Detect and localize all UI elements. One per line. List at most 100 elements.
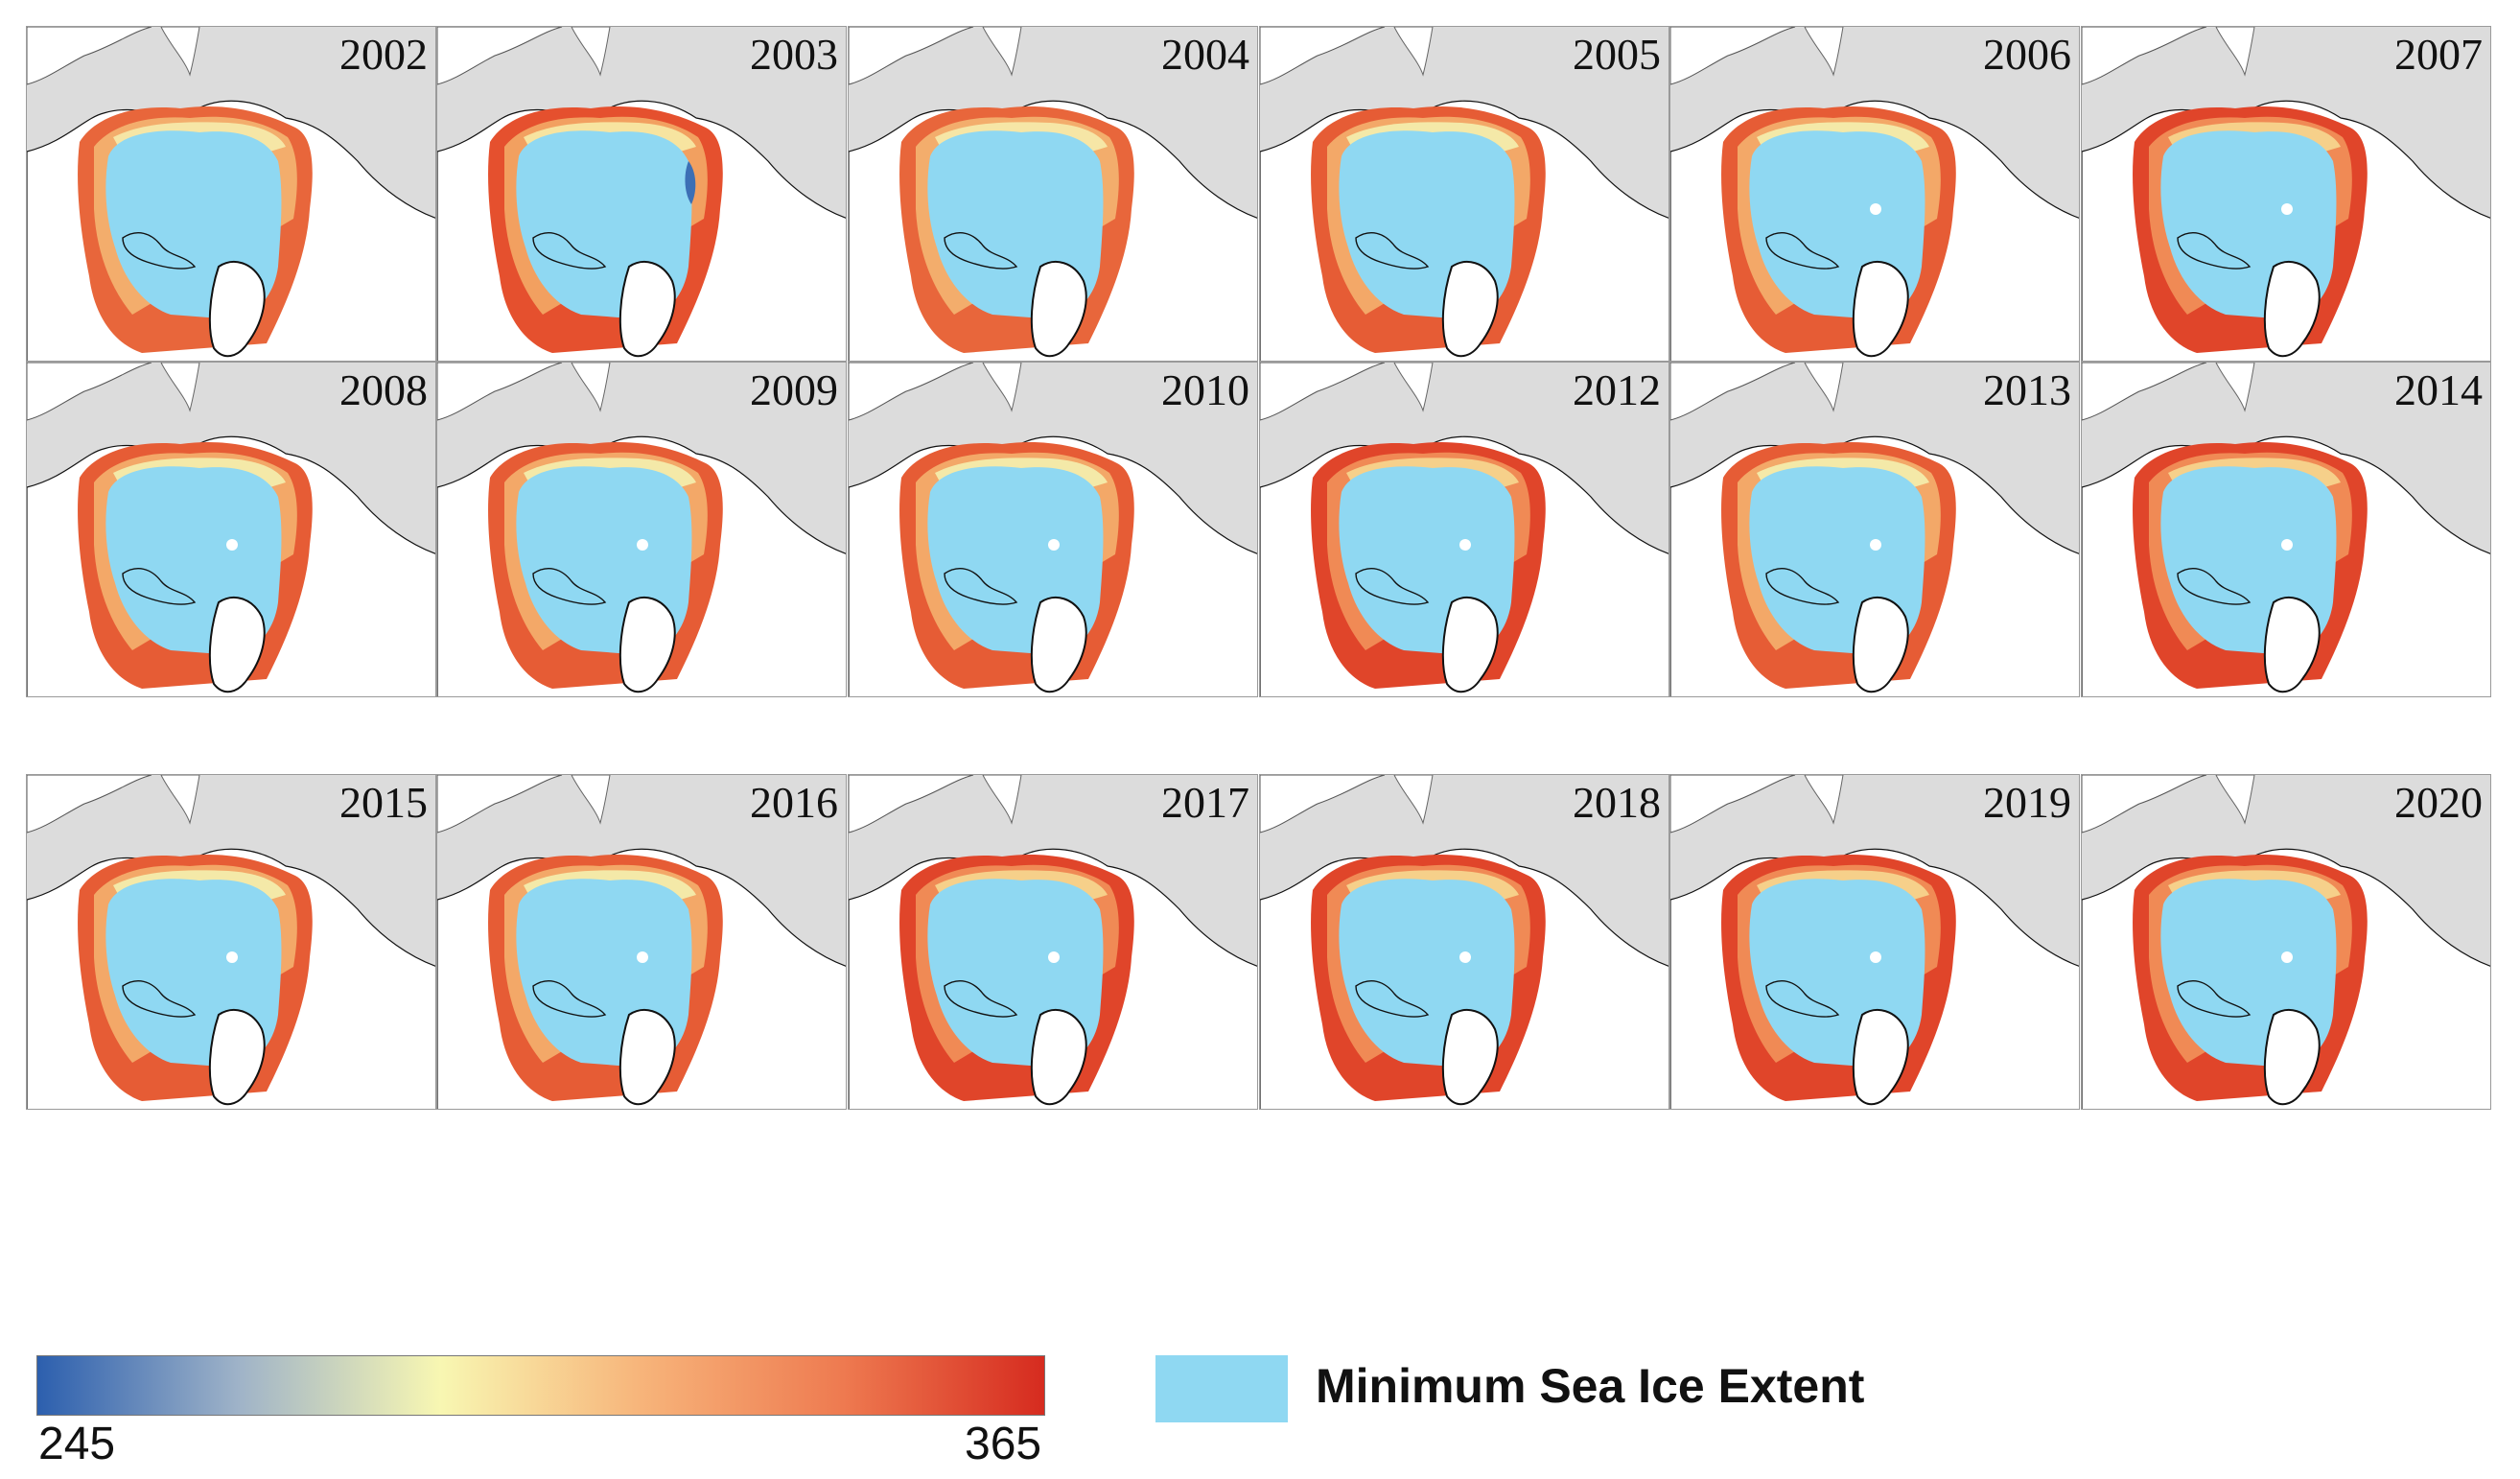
- ice-extent-swatch: [1155, 1355, 1288, 1422]
- land-mass-strait: [160, 363, 200, 412]
- land-mass-north: [1260, 27, 1386, 85]
- arctic-map: [2082, 27, 2490, 361]
- land-mass-strait: [1804, 363, 1844, 412]
- greenland: [1441, 597, 1499, 693]
- arctic-map: [1670, 775, 2079, 1109]
- greenland: [1030, 597, 1087, 693]
- archipelago-coast: [1355, 568, 1430, 605]
- map-panel-2009: 2009: [436, 362, 847, 697]
- greenland: [1852, 261, 1909, 358]
- archipelago-coast: [532, 568, 607, 605]
- map-panel-2018: 2018: [1259, 774, 1669, 1110]
- greenland: [208, 597, 266, 693]
- land-mass-strait: [160, 27, 200, 77]
- north-pole-marker: [226, 951, 238, 963]
- land-mass-north: [849, 363, 974, 421]
- map-panel-2004: 2004: [848, 26, 1258, 362]
- map-panel-2013: 2013: [1669, 362, 2080, 697]
- map-panel-2003: 2003: [436, 26, 847, 362]
- north-pole-marker: [2281, 203, 2293, 215]
- map-panel-2002: 2002: [26, 26, 436, 362]
- land-mass-north: [437, 27, 563, 85]
- north-pole-marker: [1459, 539, 1471, 551]
- land-mass-strait: [2215, 363, 2255, 412]
- land-mass-north: [27, 27, 152, 85]
- map-panel-2016: 2016: [436, 774, 847, 1110]
- land-mass-strait: [571, 775, 611, 825]
- year-label: 2010: [1161, 365, 1249, 414]
- arctic-map: [437, 27, 846, 361]
- arctic-map: [1260, 363, 1668, 696]
- land-mass-strait: [1393, 27, 1434, 77]
- land-mass-north: [1670, 775, 1796, 833]
- archipelago-coast: [2177, 568, 2252, 605]
- map-panel-2015: 2015: [26, 774, 436, 1110]
- greenland: [1030, 1009, 1087, 1106]
- land-mass-north: [437, 363, 563, 421]
- year-label: 2017: [1161, 778, 1249, 827]
- land-mass-strait: [1393, 775, 1434, 825]
- map-panel-2007: 2007: [2081, 26, 2491, 362]
- map-panel-2006: 2006: [1669, 26, 2080, 362]
- land-mass-north: [2082, 775, 2207, 833]
- north-pole-marker: [1048, 539, 1060, 551]
- north-pole-marker: [1870, 203, 1881, 215]
- arctic-map: [849, 27, 1257, 361]
- greenland: [1852, 1009, 1909, 1106]
- greenland: [618, 597, 676, 693]
- archipelago-coast: [532, 980, 607, 1018]
- greenland: [208, 1009, 266, 1106]
- land-mass-north: [27, 363, 152, 421]
- land-mass-strait: [1804, 775, 1844, 825]
- greenland: [1441, 1009, 1499, 1106]
- arctic-map: [849, 775, 1257, 1109]
- greenland: [208, 261, 266, 358]
- archipelago-coast: [2177, 232, 2252, 270]
- arctic-map: [1260, 775, 1668, 1109]
- north-pole-marker: [637, 539, 648, 551]
- map-grid: 2002 2003 2004 2005 2006 2007 2008 2009 2010 2012…: [26, 26, 2491, 1110]
- archipelago-coast: [944, 980, 1018, 1018]
- archipelago-coast: [1765, 232, 1840, 270]
- year-label: 2018: [1573, 778, 1661, 827]
- year-label: 2006: [1983, 30, 2071, 79]
- archipelago-coast: [944, 232, 1018, 270]
- year-label: 2012: [1573, 365, 1661, 414]
- north-pole-marker: [1870, 539, 1881, 551]
- arctic-map: [1670, 27, 2079, 361]
- year-label: 2003: [750, 30, 838, 79]
- arctic-map: [849, 363, 1257, 696]
- land-mass-north: [1670, 363, 1796, 421]
- land-mass-north: [849, 775, 974, 833]
- arctic-map: [437, 363, 846, 696]
- year-label: 2020: [2394, 778, 2483, 827]
- greenland: [1852, 597, 1909, 693]
- land-mass-north: [1670, 27, 1796, 85]
- archipelago-coast: [122, 232, 197, 270]
- land-mass-strait: [2215, 775, 2255, 825]
- land-mass-strait: [982, 27, 1022, 77]
- greenland: [618, 261, 676, 358]
- map-panel-2019: 2019: [1669, 774, 2080, 1110]
- year-label: 2004: [1161, 30, 1249, 79]
- map-panel-2005: 2005: [1259, 26, 1669, 362]
- land-mass-north: [2082, 363, 2207, 421]
- greenland: [2263, 261, 2321, 358]
- year-label: 2013: [1983, 365, 2071, 414]
- north-pole-marker: [1870, 951, 1881, 963]
- arctic-map: [27, 363, 435, 696]
- north-pole-marker: [637, 951, 648, 963]
- arctic-map: [2082, 775, 2490, 1109]
- map-panel-2017: 2017: [848, 774, 1258, 1110]
- archipelago-coast: [1765, 980, 1840, 1018]
- legend: 245 365 Minimum Sea Ice Extent: [0, 1199, 2520, 1479]
- year-label: 2019: [1983, 778, 2071, 827]
- greenland: [1030, 261, 1087, 358]
- archipelago-coast: [122, 568, 197, 605]
- archipelago-coast: [944, 568, 1018, 605]
- arctic-map: [2082, 363, 2490, 696]
- archipelago-coast: [1355, 232, 1430, 270]
- land-mass-strait: [982, 775, 1022, 825]
- map-panel-2012: 2012: [1259, 362, 1669, 697]
- land-mass-strait: [571, 27, 611, 77]
